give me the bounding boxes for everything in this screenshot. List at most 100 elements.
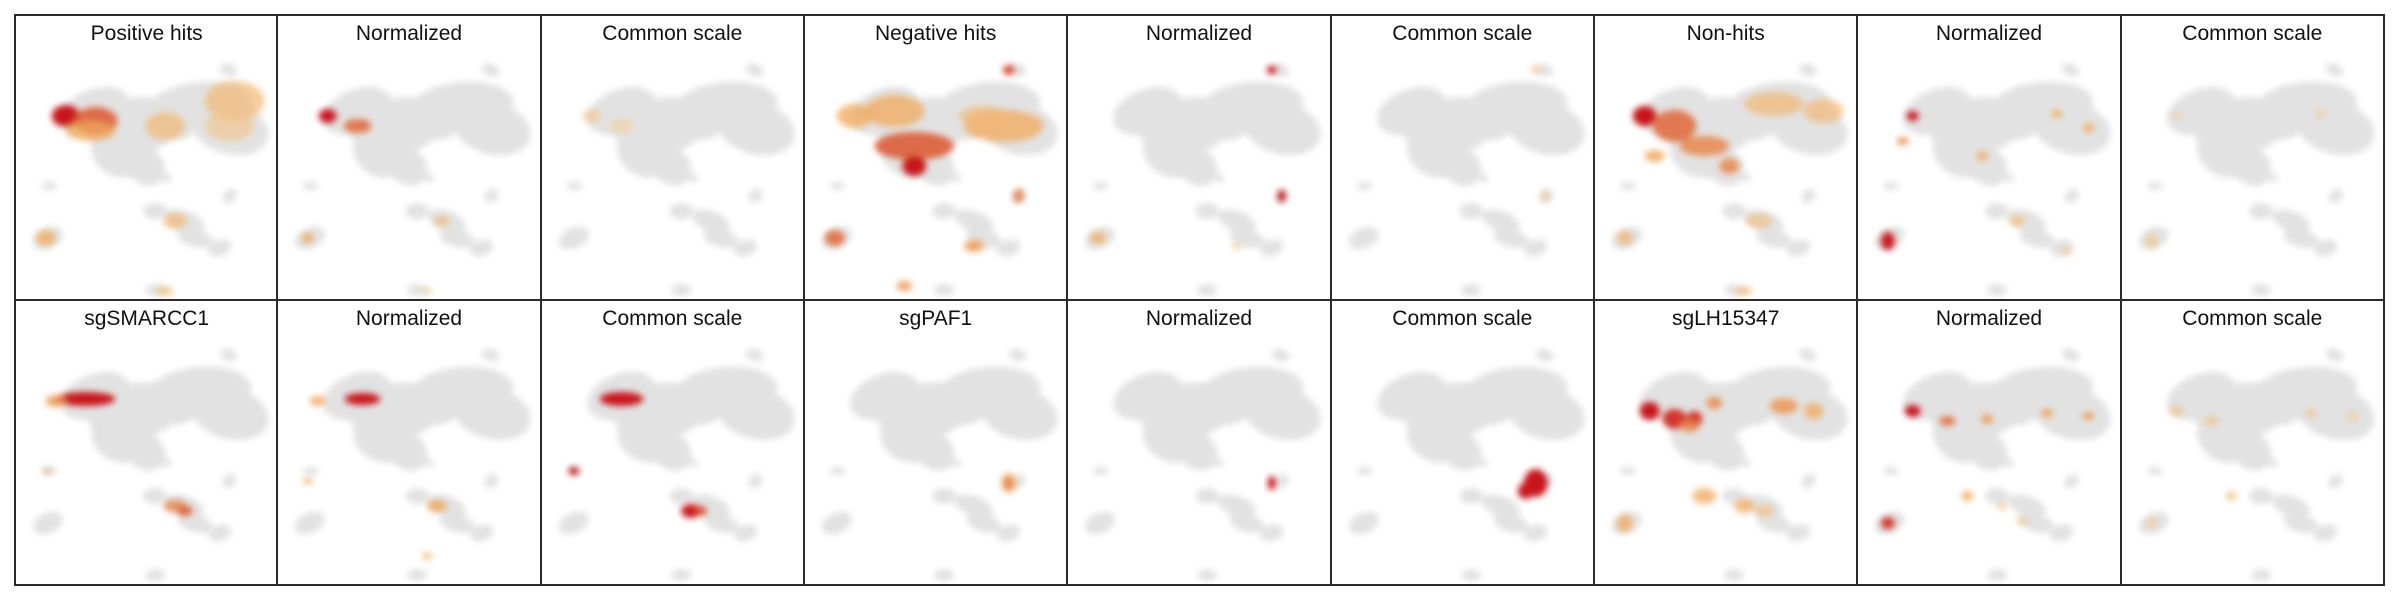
- density-hotspot: [434, 216, 451, 226]
- panel-title: Positive hits: [90, 22, 203, 45]
- cell-cluster: [415, 108, 460, 140]
- cell-cluster: [387, 431, 428, 471]
- density-hotspot: [864, 95, 925, 127]
- cell-cluster: [470, 239, 494, 257]
- density-overlay: [2145, 406, 2359, 528]
- panel-title: Normalized: [355, 22, 463, 45]
- cell-cluster: [2248, 203, 2273, 219]
- cell-cluster: [1985, 203, 2010, 219]
- cell-cluster: [1440, 146, 1482, 186]
- density-overlay: [1530, 66, 1550, 202]
- cell-cluster: [1787, 239, 1811, 257]
- cell-cluster: [145, 569, 166, 581]
- cell-cluster: [2296, 385, 2375, 441]
- cell-cluster: [1468, 393, 1513, 425]
- cell-cluster: [470, 524, 494, 542]
- density-overlay: [1616, 92, 1844, 295]
- umap-panel-non-hits-common-scale: Common scale: [2119, 14, 2385, 301]
- cell-cluster: [1619, 182, 1636, 190]
- cell-cluster: [566, 182, 583, 190]
- density-overlay: [1000, 473, 1017, 493]
- cell-cluster: [2230, 431, 2272, 471]
- cell-cluster: [2267, 459, 2278, 467]
- panel-title: Normalized: [1145, 307, 1253, 330]
- umap-panel-sgpaf1-normalized: Normalized: [1066, 299, 1332, 586]
- density-hotspot: [599, 392, 644, 406]
- cell-cluster: [2248, 488, 2273, 504]
- cell-cluster: [821, 511, 852, 535]
- density-hotspot: [176, 506, 193, 516]
- umap-panel-sgsmarcc1-normalized: Normalized: [276, 299, 542, 586]
- density-hotspot: [609, 118, 634, 134]
- cell-cluster: [1197, 569, 1218, 581]
- cell-cluster: [1801, 188, 1816, 204]
- umap-embedding-plot: [821, 348, 1058, 581]
- cell-cluster: [2004, 174, 2015, 182]
- cell-cluster: [1799, 63, 1817, 77]
- panel-title: Common scale: [1392, 307, 1533, 330]
- cell-cloud: [2138, 348, 2375, 581]
- cell-cluster: [1883, 467, 1900, 475]
- density-hotspot: [1803, 99, 1844, 123]
- cell-cluster: [405, 488, 430, 504]
- cell-cloud: [1611, 348, 1848, 581]
- cell-cluster: [1493, 228, 1528, 248]
- panel-title: sgSMARCC1: [84, 307, 210, 330]
- cell-cluster: [687, 174, 698, 182]
- cell-cluster: [829, 467, 846, 475]
- umap-panel-positive-hits: Positive hits: [14, 14, 280, 301]
- cell-cluster: [2250, 284, 2271, 296]
- density-hotspot: [303, 478, 314, 484]
- density-hotspot: [2144, 233, 2159, 249]
- panel-title: Normalized: [1935, 22, 2043, 45]
- density-hotspot: [1736, 287, 1753, 295]
- cell-cluster: [703, 228, 738, 248]
- density-overlay: [303, 393, 448, 560]
- density-hotspot: [2009, 216, 2026, 226]
- density-overlay: [1881, 110, 2095, 255]
- cell-cluster: [407, 569, 428, 581]
- cell-cloud: [2138, 63, 2375, 296]
- density-hotspot: [1939, 416, 1956, 426]
- cell-cluster: [1009, 63, 1027, 77]
- cell-cluster: [222, 188, 237, 204]
- density-hotspot: [2169, 406, 2184, 416]
- density-overlay: [568, 392, 707, 518]
- cell-cluster: [2271, 209, 2310, 233]
- density-overlay: [1616, 397, 1824, 532]
- cell-cluster: [124, 146, 166, 186]
- umap-embedding-plot: [1085, 348, 1321, 581]
- density-hotspot: [422, 288, 433, 294]
- density-hotspot: [2204, 416, 2219, 426]
- cell-cluster: [678, 108, 723, 140]
- density-hotspot: [310, 396, 327, 406]
- density-hotspot: [51, 105, 80, 127]
- cell-cluster: [997, 524, 1021, 542]
- umap-panel-sgsmarcc1: sgSMARCC1: [14, 299, 280, 586]
- cell-cluster: [405, 203, 430, 219]
- cell-cluster: [2283, 228, 2318, 248]
- cell-cluster: [1477, 174, 1488, 182]
- cell-cluster: [295, 511, 326, 535]
- cell-cluster: [745, 63, 763, 77]
- cell-cluster: [2019, 228, 2055, 248]
- density-hotspot: [422, 552, 433, 560]
- cell-cluster: [748, 188, 763, 204]
- cell-cluster: [1703, 431, 1745, 471]
- cell-cluster: [2019, 513, 2055, 533]
- density-hotspot: [1745, 214, 1773, 228]
- cell-cloud: [32, 348, 269, 581]
- cell-cluster: [1356, 182, 1373, 190]
- cell-cluster: [2064, 188, 2079, 204]
- cell-cluster: [670, 569, 691, 581]
- density-hotspot: [2314, 110, 2327, 118]
- cell-cluster: [687, 459, 698, 467]
- cell-cluster: [2230, 146, 2272, 186]
- cell-cluster: [222, 473, 237, 489]
- cell-cluster: [424, 174, 435, 182]
- density-hotspot: [1976, 151, 1989, 161]
- density-hotspot: [1277, 190, 1286, 202]
- cell-cloud: [1875, 63, 2111, 296]
- cell-cluster: [2267, 174, 2278, 182]
- cell-cluster: [415, 393, 460, 425]
